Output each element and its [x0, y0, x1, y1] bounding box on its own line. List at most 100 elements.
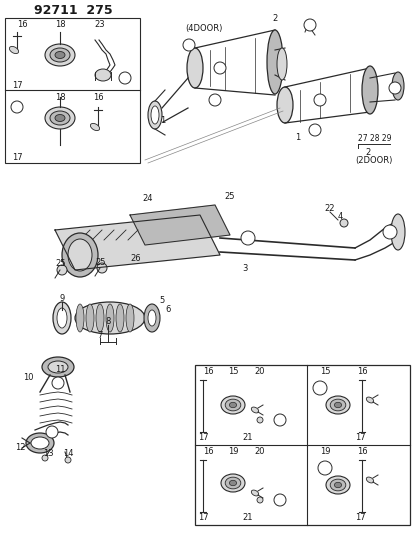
- Text: (2DOOR): (2DOOR): [354, 156, 392, 165]
- Text: 4: 4: [337, 212, 342, 221]
- Ellipse shape: [366, 477, 373, 483]
- Text: 25: 25: [224, 191, 235, 200]
- Circle shape: [42, 455, 48, 461]
- Text: E: E: [217, 63, 222, 72]
- Text: 11: 11: [55, 366, 65, 375]
- Text: 10: 10: [23, 374, 33, 383]
- Ellipse shape: [151, 106, 159, 124]
- Ellipse shape: [50, 48, 70, 62]
- Ellipse shape: [48, 361, 68, 373]
- Ellipse shape: [147, 101, 161, 129]
- Ellipse shape: [147, 310, 156, 326]
- Text: G: G: [391, 84, 397, 93]
- Text: E: E: [186, 41, 191, 50]
- Circle shape: [303, 19, 315, 31]
- Text: 18: 18: [55, 93, 65, 101]
- Text: 16: 16: [356, 367, 366, 376]
- Text: 17: 17: [197, 513, 208, 522]
- Text: 6: 6: [165, 305, 170, 314]
- Ellipse shape: [45, 44, 75, 66]
- Ellipse shape: [229, 402, 236, 408]
- Ellipse shape: [361, 66, 377, 114]
- Ellipse shape: [276, 48, 286, 80]
- Bar: [5, 18, 140, 163]
- Ellipse shape: [76, 304, 84, 332]
- Text: (4DOOR): (4DOOR): [185, 23, 222, 33]
- Ellipse shape: [116, 304, 124, 332]
- Text: 21: 21: [242, 513, 253, 522]
- Text: E: E: [317, 95, 322, 104]
- Ellipse shape: [390, 214, 404, 250]
- Text: 27 28 29: 27 28 29: [357, 133, 391, 142]
- Text: 20: 20: [254, 367, 265, 376]
- Circle shape: [240, 231, 254, 245]
- Circle shape: [308, 124, 320, 136]
- Circle shape: [52, 377, 64, 389]
- Text: A: A: [312, 125, 317, 134]
- Ellipse shape: [97, 263, 107, 273]
- Ellipse shape: [325, 396, 349, 414]
- Ellipse shape: [96, 304, 104, 332]
- Text: 15: 15: [319, 367, 330, 376]
- Circle shape: [46, 426, 58, 438]
- Ellipse shape: [276, 87, 292, 123]
- Ellipse shape: [330, 479, 345, 491]
- Ellipse shape: [187, 48, 202, 88]
- Ellipse shape: [334, 482, 341, 488]
- Circle shape: [313, 94, 325, 106]
- Ellipse shape: [391, 72, 403, 100]
- Text: 19: 19: [319, 448, 330, 456]
- Text: 26: 26: [130, 254, 140, 262]
- Text: 8: 8: [105, 318, 110, 327]
- Ellipse shape: [325, 476, 349, 494]
- Text: 16: 16: [202, 448, 213, 456]
- Text: 14: 14: [63, 449, 73, 458]
- Circle shape: [388, 82, 400, 94]
- Text: 25: 25: [95, 257, 105, 266]
- Text: B: B: [277, 416, 282, 424]
- Circle shape: [183, 39, 195, 51]
- Text: 7: 7: [97, 332, 102, 341]
- Text: 2: 2: [365, 148, 370, 157]
- Text: 16: 16: [17, 20, 28, 28]
- Text: A: A: [14, 102, 19, 111]
- Ellipse shape: [334, 402, 341, 408]
- Polygon shape: [55, 215, 219, 270]
- Text: 5: 5: [159, 295, 164, 304]
- Bar: [195, 365, 409, 525]
- Text: 18: 18: [55, 20, 65, 28]
- Ellipse shape: [266, 30, 282, 94]
- Circle shape: [214, 62, 225, 74]
- Text: 17: 17: [197, 433, 208, 442]
- Ellipse shape: [26, 433, 54, 453]
- Ellipse shape: [57, 265, 67, 275]
- Text: 92711  275: 92711 275: [34, 4, 112, 17]
- Circle shape: [119, 72, 131, 84]
- Text: G: G: [306, 20, 312, 29]
- Text: 2: 2: [272, 13, 277, 22]
- Text: 16: 16: [202, 367, 213, 376]
- Text: D: D: [276, 496, 282, 505]
- Ellipse shape: [45, 107, 75, 129]
- Ellipse shape: [68, 239, 92, 271]
- Text: 25: 25: [55, 259, 65, 268]
- Ellipse shape: [57, 308, 67, 328]
- Text: C: C: [322, 464, 327, 472]
- Ellipse shape: [42, 357, 74, 377]
- Ellipse shape: [9, 46, 19, 54]
- Circle shape: [382, 225, 396, 239]
- Text: 24: 24: [142, 193, 153, 203]
- Ellipse shape: [225, 399, 240, 411]
- Ellipse shape: [50, 111, 70, 125]
- Text: 12: 12: [15, 443, 25, 453]
- Text: C: C: [387, 228, 392, 237]
- Circle shape: [273, 494, 285, 506]
- Text: A: A: [212, 95, 217, 104]
- Circle shape: [312, 381, 326, 395]
- Text: G: G: [316, 384, 322, 392]
- Ellipse shape: [251, 490, 258, 496]
- Ellipse shape: [144, 304, 159, 332]
- Text: 16: 16: [93, 93, 103, 101]
- Text: 17: 17: [12, 80, 22, 90]
- Ellipse shape: [221, 396, 244, 414]
